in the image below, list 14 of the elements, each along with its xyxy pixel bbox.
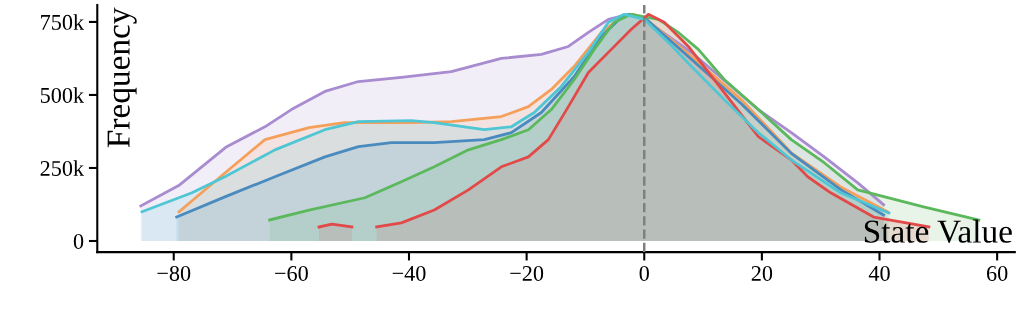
- x-tick-label: −60: [275, 265, 308, 281]
- x-tick-label: −20: [510, 265, 544, 281]
- x-tick-label: 20: [751, 265, 773, 281]
- x-tick-label: −40: [392, 265, 426, 281]
- x-tick-label: 0: [639, 265, 649, 281]
- x-axis-title: State Value: [864, 219, 1012, 244]
- y-tick-label: 500k: [40, 87, 85, 103]
- y-tick-label: 250k: [40, 160, 85, 176]
- x-tick-label: 60: [986, 265, 1008, 281]
- y-axis-title: Frequency: [107, 7, 137, 148]
- x-tick-label: −80: [157, 265, 191, 281]
- x-tick-label: 40: [868, 265, 890, 281]
- y-tick-label: 0: [73, 233, 84, 249]
- y-tick-label: 750k: [41, 14, 85, 30]
